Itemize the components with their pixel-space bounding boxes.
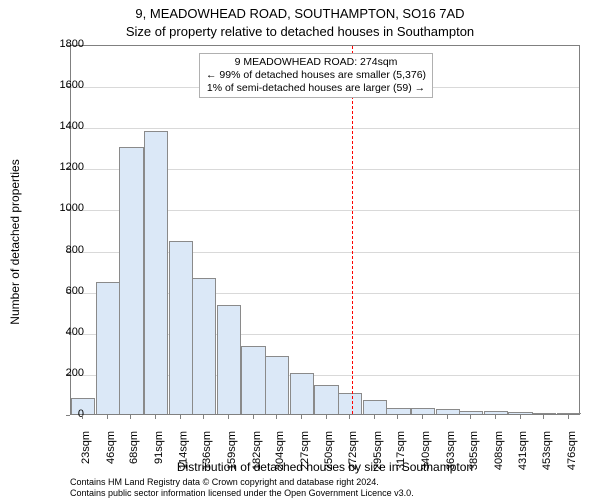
y-tick-label: 1800 bbox=[44, 38, 84, 50]
x-tick bbox=[82, 415, 83, 419]
x-tick bbox=[543, 415, 544, 419]
histogram-bar bbox=[484, 411, 508, 414]
x-tick bbox=[228, 415, 229, 419]
attribution-line-1: Contains HM Land Registry data © Crown c… bbox=[70, 477, 580, 487]
histogram-bar bbox=[96, 282, 120, 414]
y-tick-label: 1400 bbox=[44, 120, 84, 132]
x-tick bbox=[349, 415, 350, 419]
histogram-bar bbox=[314, 385, 338, 414]
y-tick-label: 1200 bbox=[44, 161, 84, 173]
y-tick-label: 600 bbox=[44, 285, 84, 297]
histogram-bar bbox=[508, 412, 532, 414]
histogram-bar bbox=[265, 356, 289, 414]
x-tick bbox=[447, 415, 448, 419]
legend-line-2: ← 99% of detached houses are smaller (5,… bbox=[206, 69, 426, 82]
x-tick bbox=[130, 415, 131, 419]
histogram-bar bbox=[119, 147, 143, 414]
histogram-bar bbox=[532, 413, 556, 414]
x-tick bbox=[155, 415, 156, 419]
legend-box: 9 MEADOWHEAD ROAD: 274sqm ← 99% of detac… bbox=[199, 53, 433, 98]
x-tick bbox=[107, 415, 108, 419]
histogram-bar bbox=[241, 346, 265, 414]
plot-area: 9 MEADOWHEAD ROAD: 274sqm ← 99% of detac… bbox=[70, 45, 580, 415]
x-tick bbox=[374, 415, 375, 419]
histogram-bar bbox=[436, 409, 460, 414]
x-tick bbox=[253, 415, 254, 419]
y-tick-label: 0 bbox=[44, 408, 84, 420]
histogram-bar bbox=[411, 408, 435, 414]
grid-line bbox=[71, 128, 579, 129]
histogram-bar bbox=[192, 278, 216, 414]
histogram-bar bbox=[338, 393, 362, 414]
x-tick bbox=[326, 415, 327, 419]
histogram-bar bbox=[169, 241, 193, 414]
chart-container: 9, MEADOWHEAD ROAD, SOUTHAMPTON, SO16 7A… bbox=[0, 0, 600, 500]
attribution: Contains HM Land Registry data © Crown c… bbox=[70, 477, 580, 498]
histogram-bar bbox=[363, 400, 387, 414]
page-subtitle: Size of property relative to detached ho… bbox=[0, 24, 600, 39]
x-tick bbox=[180, 415, 181, 419]
x-tick bbox=[397, 415, 398, 419]
legend-line-3: 1% of semi-detached houses are larger (5… bbox=[206, 82, 426, 95]
page-title: 9, MEADOWHEAD ROAD, SOUTHAMPTON, SO16 7A… bbox=[0, 6, 600, 21]
histogram-bar bbox=[386, 408, 410, 414]
property-marker-line bbox=[352, 46, 353, 414]
x-tick bbox=[422, 415, 423, 419]
x-axis-label: Distribution of detached houses by size … bbox=[70, 460, 580, 474]
histogram-bar bbox=[459, 411, 483, 414]
y-tick-label: 200 bbox=[44, 367, 84, 379]
y-tick-label: 1600 bbox=[44, 79, 84, 91]
y-tick-label: 400 bbox=[44, 326, 84, 338]
histogram-bar bbox=[144, 131, 168, 414]
histogram-bar bbox=[557, 413, 581, 414]
x-tick bbox=[276, 415, 277, 419]
x-tick bbox=[520, 415, 521, 419]
x-tick bbox=[203, 415, 204, 419]
y-tick-label: 800 bbox=[44, 244, 84, 256]
y-tick-label: 1000 bbox=[44, 202, 84, 214]
attribution-line-2: Contains public sector information licen… bbox=[70, 488, 580, 498]
y-axis-label: Number of detached properties bbox=[8, 132, 22, 352]
x-tick bbox=[470, 415, 471, 419]
x-tick bbox=[495, 415, 496, 419]
legend-line-1: 9 MEADOWHEAD ROAD: 274sqm bbox=[206, 56, 426, 69]
histogram-bar bbox=[290, 373, 314, 414]
histogram-bar bbox=[217, 305, 241, 414]
x-tick bbox=[301, 415, 302, 419]
x-tick bbox=[568, 415, 569, 419]
